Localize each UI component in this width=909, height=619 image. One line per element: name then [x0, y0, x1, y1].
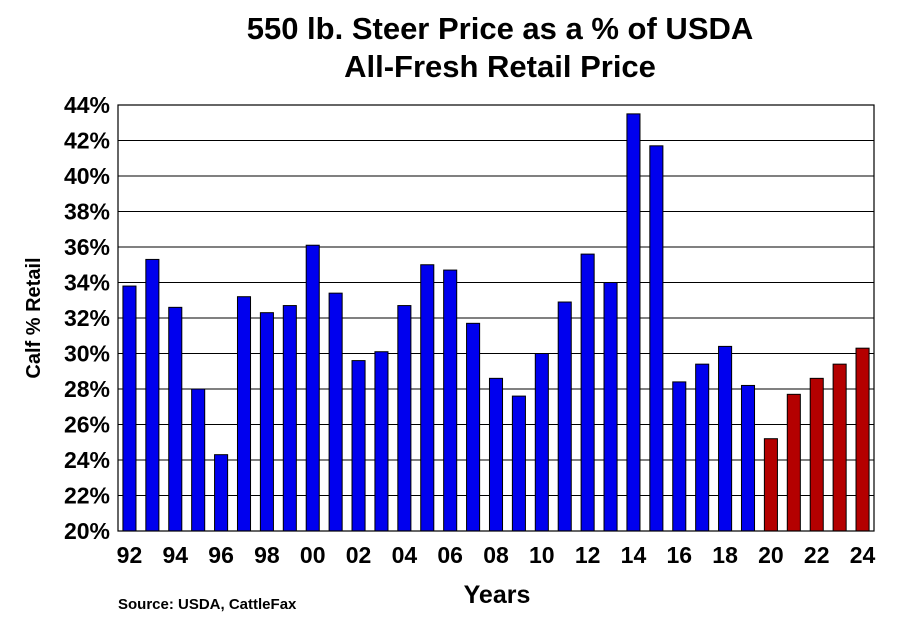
x-tick-label: 18	[712, 542, 738, 568]
bar-05	[420, 264, 435, 532]
bar-06	[443, 269, 458, 532]
y-tick-label: 26%	[64, 412, 110, 438]
x-tick-label: 92	[117, 542, 143, 568]
y-tick-label: 30%	[64, 341, 110, 367]
x-tick-label: 10	[529, 542, 555, 568]
bar-22	[809, 377, 824, 532]
chart-title-line1: 550 lb. Steer Price as a % of USDA	[246, 11, 754, 46]
chart-title-line2: All-Fresh Retail Price	[344, 49, 656, 84]
bar-92	[122, 285, 137, 532]
x-tick-label: 16	[666, 542, 692, 568]
bar-09	[511, 395, 526, 532]
bar-23	[832, 363, 847, 532]
x-tick-label: 08	[483, 542, 509, 568]
bar-15	[649, 145, 664, 532]
bar-00	[305, 244, 320, 532]
x-tick-label: 94	[162, 542, 188, 568]
bar-14	[626, 113, 641, 532]
bar-02	[351, 360, 366, 532]
y-tick-label: 34%	[64, 270, 110, 296]
bar-04	[397, 305, 412, 532]
x-tick-label: 02	[346, 542, 372, 568]
x-tick-label: 06	[437, 542, 463, 568]
bar-93	[145, 258, 160, 532]
x-tick-label: 22	[804, 542, 830, 568]
x-tick-label: 14	[621, 542, 647, 568]
bar-11	[557, 301, 572, 532]
bar-94	[168, 306, 183, 532]
y-tick-label: 20%	[64, 518, 110, 544]
bar-16	[672, 381, 687, 532]
bar-98	[259, 312, 274, 532]
bar-21	[786, 393, 801, 532]
bar-13	[603, 282, 618, 532]
bar-03	[374, 351, 389, 532]
bar-96	[214, 454, 229, 532]
bar-08	[488, 377, 504, 532]
bar-99	[282, 305, 297, 532]
bars	[122, 113, 870, 532]
bar-24	[855, 347, 870, 532]
bar-10	[534, 353, 549, 532]
y-tick-label: 36%	[64, 234, 110, 260]
bar-19	[740, 384, 756, 532]
y-tick-label: 22%	[64, 483, 110, 509]
x-tick-label: 04	[392, 542, 418, 568]
y-tick-label: 40%	[64, 163, 110, 189]
bar-18	[718, 345, 733, 532]
bar-07	[466, 322, 481, 532]
plot-border	[117, 104, 875, 532]
bar-12	[580, 253, 595, 532]
source-note: Source: USDA, CattleFax	[118, 596, 297, 613]
bar-95	[191, 388, 206, 532]
y-tick-label: 44%	[64, 92, 110, 118]
x-axis-title: Years	[464, 581, 531, 609]
x-tick-label: 24	[850, 542, 876, 568]
y-axis-title: Calf % Retail	[23, 257, 45, 378]
y-axis-ticks: 20% 22% 24% 26% 28% 30% 32% 34% 36% 38% 40% 42% 44%	[64, 92, 110, 544]
x-tick-label: 96	[208, 542, 234, 568]
bar-20	[763, 438, 778, 532]
y-tick-label: 42%	[64, 128, 110, 154]
y-tick-label: 24%	[64, 447, 110, 473]
bar-01	[328, 292, 343, 532]
x-tick-label: 12	[575, 542, 601, 568]
x-tick-label: 98	[254, 542, 280, 568]
y-tick-label: 38%	[64, 199, 110, 225]
x-axis-ticks: 92 94 96 98 00 02 04 06 08 10 12 14 16 18 20 22 24	[117, 542, 876, 568]
y-tick-label: 32%	[64, 305, 110, 331]
y-tick-label: 28%	[64, 376, 110, 402]
x-tick-label: 00	[300, 542, 326, 568]
chart-title: 550 lb. Steer Price as a % of USDA All-F…	[60, 10, 909, 86]
bar-17	[695, 363, 710, 532]
bar-97	[236, 296, 252, 532]
x-tick-label: 20	[758, 542, 784, 568]
